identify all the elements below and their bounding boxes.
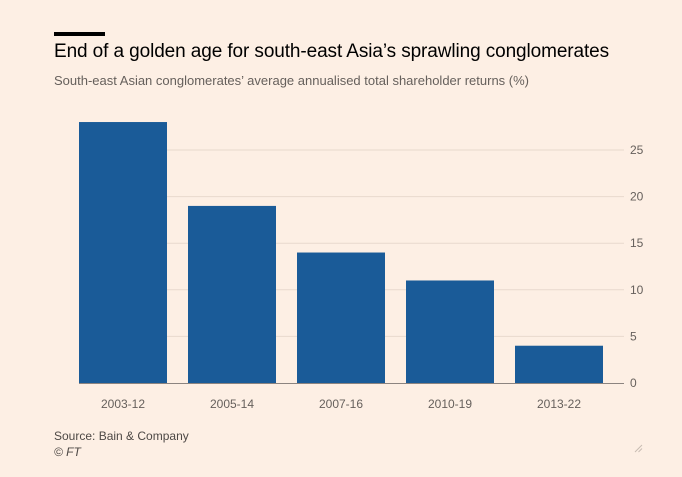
chart-subtitle: South-east Asian conglomerates’ average … bbox=[54, 73, 530, 88]
y-tick-label: 20 bbox=[630, 190, 644, 204]
bar-2013-22 bbox=[515, 345, 603, 383]
bar-2003-12 bbox=[79, 122, 167, 383]
y-tick-label: 10 bbox=[630, 283, 644, 297]
bar-2005-14 bbox=[188, 205, 276, 383]
chart-title: End of a golden age for south-east Asia’… bbox=[54, 41, 610, 62]
x-tick-label: 2003-12 bbox=[101, 397, 145, 411]
y-tick-label: 25 bbox=[630, 143, 644, 157]
ft-credit: © FT bbox=[54, 445, 81, 459]
bars bbox=[79, 122, 603, 383]
y-tick-label: 15 bbox=[630, 236, 644, 250]
x-tick-label: 2005-14 bbox=[210, 397, 254, 411]
y-axis-ticks: 0 5 10 15 20 25 bbox=[630, 143, 644, 390]
bar-2010-19 bbox=[406, 280, 494, 383]
y-tick-label: 0 bbox=[630, 376, 637, 390]
resize-handle-icon[interactable] bbox=[634, 444, 643, 453]
x-tick-label: 2010-19 bbox=[428, 397, 472, 411]
y-tick-label: 5 bbox=[630, 329, 637, 343]
x-tick-label: 2013-22 bbox=[537, 397, 581, 411]
bar-2007-16 bbox=[297, 252, 385, 383]
x-axis-ticks: 2003-12 2005-14 2007-16 2010-19 2013-22 bbox=[101, 397, 581, 411]
top-rule bbox=[54, 32, 105, 36]
source-note: Source: Bain & Company bbox=[54, 429, 189, 443]
x-tick-label: 2007-16 bbox=[319, 397, 363, 411]
